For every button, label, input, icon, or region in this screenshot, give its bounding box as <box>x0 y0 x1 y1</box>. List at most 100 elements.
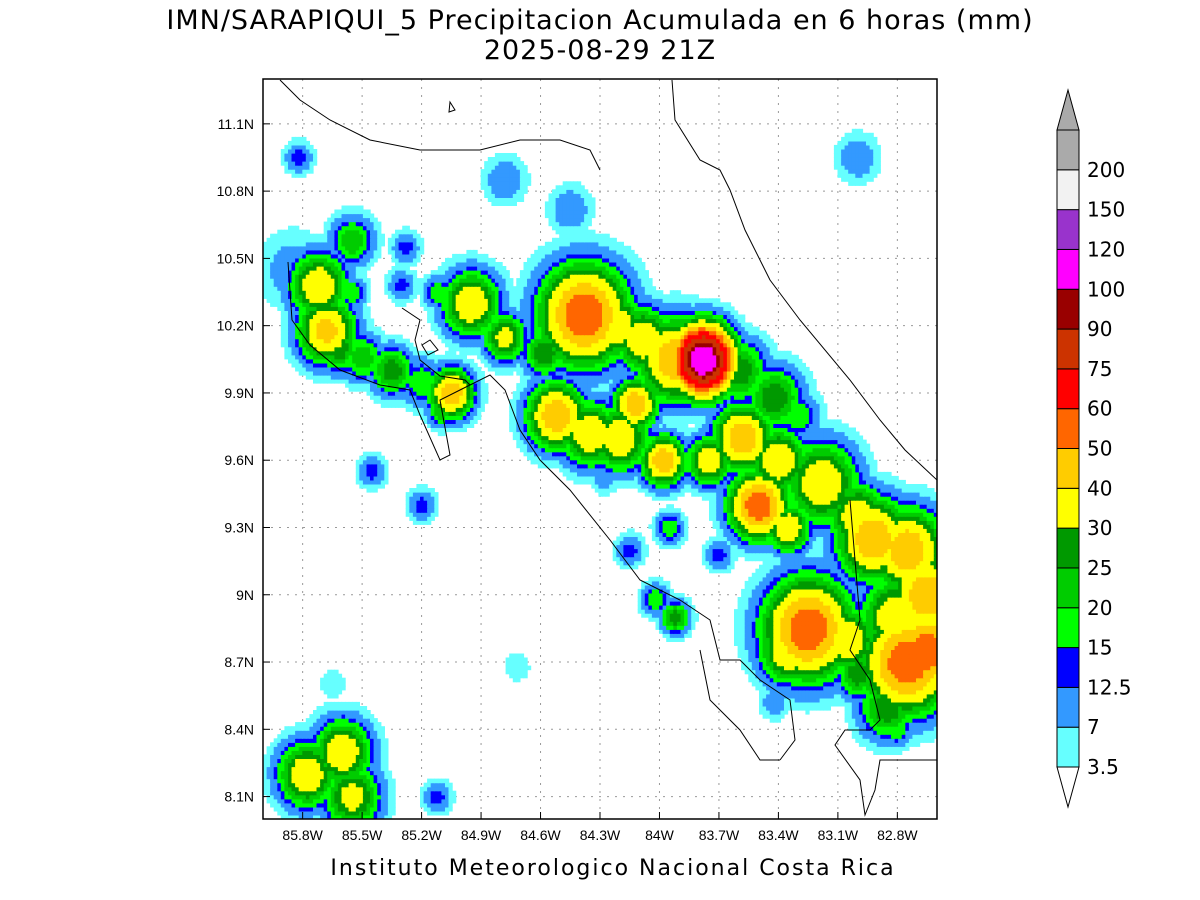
precip-cell <box>833 528 839 533</box>
precip-cell <box>384 770 389 776</box>
precip-cell <box>923 629 928 634</box>
precip-cell <box>823 645 828 650</box>
precip-cell <box>348 738 353 743</box>
precip-cell <box>784 649 789 655</box>
precip-cell <box>780 488 785 493</box>
precip-cell <box>919 649 924 655</box>
precip-cell <box>445 790 450 796</box>
precip-cell <box>330 673 335 679</box>
precip-cell <box>837 677 842 683</box>
precip-cell <box>759 649 764 655</box>
precip-cell <box>787 536 792 542</box>
precip-cell <box>352 738 357 743</box>
precip-cell <box>780 701 785 707</box>
precip-cell <box>794 649 799 655</box>
precip-cell <box>883 629 889 634</box>
precip-cell <box>798 556 803 562</box>
precip-cell <box>741 532 746 537</box>
precip-cell <box>305 730 310 735</box>
precip-cell <box>816 520 821 525</box>
precip-cell <box>719 552 724 558</box>
precip-cell <box>876 661 881 667</box>
precip-cell <box>826 609 831 614</box>
precip-cell <box>801 568 806 574</box>
precip-cell <box>805 665 810 671</box>
precip-cell <box>826 706 831 711</box>
precip-cell <box>908 649 914 655</box>
precip-cell <box>851 504 856 509</box>
precip-cell <box>737 613 742 618</box>
precip-cell <box>666 484 671 489</box>
precip-cell <box>669 528 674 533</box>
precip-cell <box>384 794 389 800</box>
precip-cell <box>873 665 878 671</box>
precip-cell <box>288 798 293 804</box>
precip-cell <box>901 645 906 650</box>
precip-cell <box>894 730 899 735</box>
precip-cell <box>759 697 764 703</box>
precip-cell <box>798 706 803 711</box>
precip-cell <box>323 726 328 731</box>
precip-cell <box>837 701 842 707</box>
precip-cell <box>313 762 318 768</box>
precip-cell <box>784 528 789 533</box>
precip-cell <box>316 802 321 808</box>
precip-cell <box>916 504 921 509</box>
precip-cell <box>776 665 781 671</box>
precip-cell <box>420 484 425 489</box>
precip-cell <box>876 540 881 546</box>
precip-cell <box>901 689 906 695</box>
precip-cell <box>916 532 921 537</box>
precip-cell <box>887 488 892 493</box>
precip-cell <box>355 730 360 735</box>
precip-cell <box>773 500 778 505</box>
precip-cell <box>876 673 881 679</box>
precip-cell <box>298 734 303 739</box>
precip-cell <box>784 597 789 602</box>
precip-cell <box>377 722 382 727</box>
precip-cell <box>776 625 781 630</box>
precip-cell <box>894 665 899 671</box>
precip-cell <box>816 601 821 606</box>
precip-cell <box>916 730 921 735</box>
precip-cell <box>348 786 353 792</box>
precip-cell <box>669 593 674 598</box>
precip-cell <box>423 488 428 493</box>
precip-cell <box>741 665 746 671</box>
precip-cell <box>666 613 671 618</box>
precip-cell <box>891 540 896 546</box>
precip-cell <box>794 548 799 554</box>
precip-cell <box>762 516 767 521</box>
precip-cell <box>887 496 892 501</box>
precip-cell <box>730 492 735 497</box>
precip-cell <box>676 492 682 497</box>
precip-cell <box>337 685 343 691</box>
precip-cell <box>826 625 831 630</box>
precip-cell <box>819 593 824 598</box>
precip-cell <box>780 621 785 626</box>
precip-cell <box>816 621 821 626</box>
precip-cell <box>741 629 746 634</box>
precip-cell <box>930 706 935 711</box>
precip-cell <box>808 536 814 542</box>
precip-cell <box>812 669 817 675</box>
precip-cell <box>687 633 692 638</box>
precip-cell <box>794 613 799 618</box>
precip-cell <box>762 576 767 582</box>
precip-cell <box>737 605 742 610</box>
precip-cell <box>887 552 892 558</box>
precip-cell <box>362 734 368 739</box>
precip-cell <box>916 564 921 570</box>
precip-cell <box>676 593 682 598</box>
precip-cell <box>377 810 382 816</box>
precip-cell <box>298 766 303 772</box>
precip-cell <box>373 762 378 768</box>
precip-cell <box>883 697 889 703</box>
precip-cell <box>894 621 899 626</box>
precip-cell <box>794 572 799 578</box>
precip-cell <box>887 637 892 642</box>
precip-cell <box>816 641 821 646</box>
precip-cell <box>776 601 781 606</box>
precip-cell <box>898 617 903 622</box>
precip-cell <box>666 508 671 513</box>
